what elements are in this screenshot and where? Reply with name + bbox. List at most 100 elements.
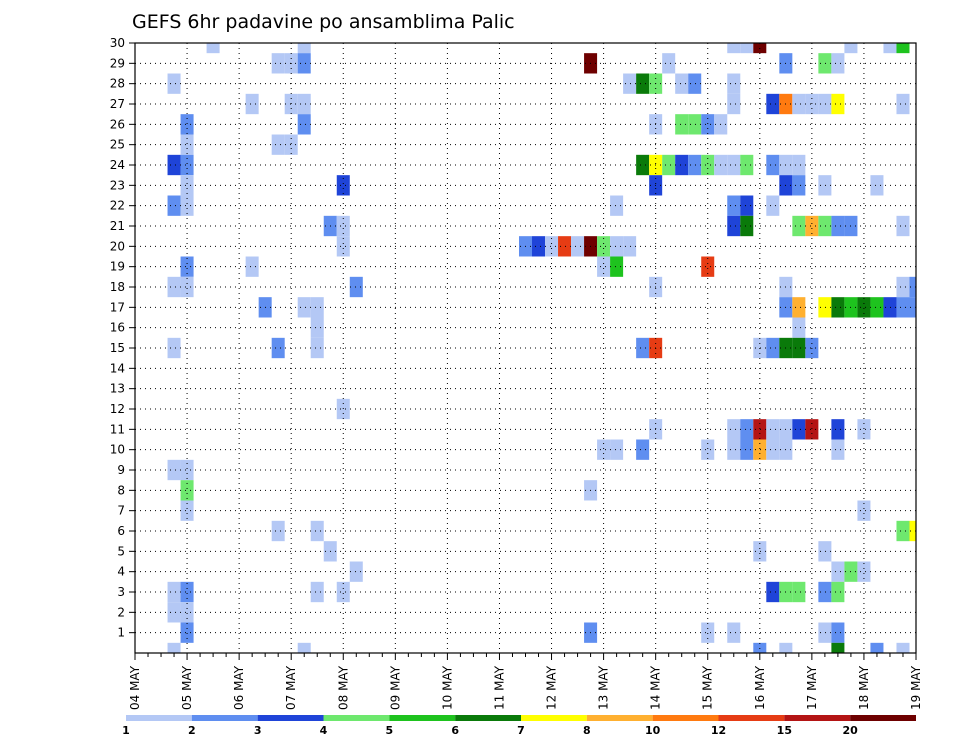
heatmap-cell	[180, 459, 194, 481]
heatmap-cell	[297, 93, 311, 115]
heatmap-cell	[636, 337, 650, 359]
heatmap-cell	[167, 602, 181, 623]
x-tick-label: 14 MAY	[649, 665, 663, 710]
colorbar-swatch	[126, 715, 192, 721]
heatmap-cell	[310, 337, 324, 359]
y-tick-label: 7	[117, 504, 125, 518]
colorbar-label: 6	[451, 724, 459, 737]
grid-lines	[135, 43, 916, 653]
y-tick-label: 26	[110, 117, 125, 131]
heatmap-cell	[792, 215, 806, 237]
y-tick-label: 17	[110, 300, 125, 314]
heatmap-cell	[792, 419, 806, 440]
y-tick-label: 24	[110, 158, 125, 172]
x-tick-label: 05 MAY	[180, 665, 194, 710]
heatmap-cell	[180, 154, 194, 176]
heatmap-cell	[818, 215, 832, 237]
y-tick-label: 5	[117, 544, 125, 558]
heatmap-cell	[792, 581, 806, 603]
x-tick-label: 18 MAY	[857, 665, 871, 710]
heatmap-cell	[896, 93, 910, 115]
heatmap-cell	[870, 297, 884, 318]
heatmap-cell	[779, 642, 793, 653]
colorbar-label: 20	[843, 724, 859, 737]
heatmap-cell	[297, 297, 311, 318]
y-tick-label: 23	[110, 178, 125, 192]
x-axis-ticks: 04 MAY 05 MAY 06 MAY 07 MAY 08 MAY 09 MAY 10 M…	[128, 653, 923, 710]
heatmap-cell	[701, 256, 715, 277]
heatmap-cell	[636, 439, 650, 460]
heatmap-cell	[271, 134, 285, 155]
heatmap-cell	[818, 53, 832, 74]
heatmap-cell	[727, 622, 741, 643]
heatmap-cell	[701, 114, 715, 135]
colorbar-label: 5	[386, 724, 394, 737]
heatmap-cell	[245, 93, 259, 115]
heatmap-cell	[831, 439, 845, 460]
heatmap-cell	[727, 195, 741, 216]
heatmap-cell	[896, 215, 910, 237]
heatmap-cell	[636, 73, 650, 94]
heatmap-cell	[753, 439, 767, 460]
heatmap-cell	[766, 337, 780, 359]
heatmap-cell	[167, 459, 181, 481]
heatmap-cell	[805, 215, 819, 237]
heatmap-cell	[753, 541, 767, 562]
colorbar-label: 8	[583, 724, 591, 737]
y-tick-label: 1	[117, 626, 125, 640]
heatmap-cell	[818, 175, 832, 196]
heatmap-cell	[701, 439, 715, 460]
y-tick-label: 22	[110, 199, 125, 213]
heatmap-cell	[831, 622, 845, 643]
heatmap-cell	[310, 297, 324, 318]
x-tick-label: 10 MAY	[440, 665, 454, 710]
colorbar-swatch	[257, 715, 324, 721]
heatmap-cell	[701, 622, 715, 643]
heatmap-cell	[753, 642, 767, 653]
heatmap-cell	[766, 93, 780, 115]
y-tick-label: 13	[110, 382, 125, 396]
heatmap-cell	[297, 43, 311, 54]
heatmap-cell	[740, 195, 754, 216]
heatmap-cell	[818, 581, 832, 603]
heatmap-cell	[336, 236, 350, 257]
heatmap-cell	[857, 500, 871, 521]
heatmap-cell	[297, 53, 311, 74]
heatmap-cell	[831, 53, 845, 74]
heatmap-cell	[909, 276, 916, 298]
chart-title: GEFS 6hr padavine po ansamblima Palic	[132, 11, 515, 33]
colorbar-swatch	[389, 715, 456, 721]
heatmap-cell	[336, 581, 350, 603]
heatmap-cell	[167, 276, 181, 298]
heatmap-cell	[857, 297, 871, 318]
heatmap-cell	[284, 134, 298, 155]
heatmap-cell	[831, 419, 845, 440]
colorbar-label: 2	[188, 724, 196, 737]
heatmap-cell	[180, 114, 194, 135]
heatmap-cell	[610, 439, 624, 460]
heatmap-cell	[766, 419, 780, 440]
heatmap-cell	[167, 642, 181, 653]
x-tick-label: 19 MAY	[909, 665, 923, 710]
colorbar-swatch	[323, 715, 390, 721]
heatmap-cell	[336, 215, 350, 237]
x-tick-label: 16 MAY	[753, 665, 767, 710]
heatmap-cell	[701, 154, 715, 176]
colorbar-label: 7	[517, 724, 525, 737]
heatmap-cell	[675, 154, 689, 176]
heatmap-cell	[623, 236, 637, 257]
heatmap-cell	[636, 154, 650, 176]
y-tick-label: 30	[110, 36, 125, 50]
heatmap-cell	[206, 43, 220, 54]
colorbar-label: 3	[254, 724, 262, 737]
y-tick-label: 9	[117, 463, 125, 477]
y-tick-label: 16	[110, 321, 125, 335]
heatmap-cell	[792, 154, 806, 176]
heatmap-cell	[662, 154, 676, 176]
heatmap-cell	[740, 419, 754, 440]
heatmap-cell	[180, 581, 194, 603]
x-tick-label: 12 MAY	[545, 665, 559, 710]
heatmap-cell	[297, 114, 311, 135]
heatmap-cell	[740, 215, 754, 237]
y-tick-label: 27	[110, 97, 125, 111]
